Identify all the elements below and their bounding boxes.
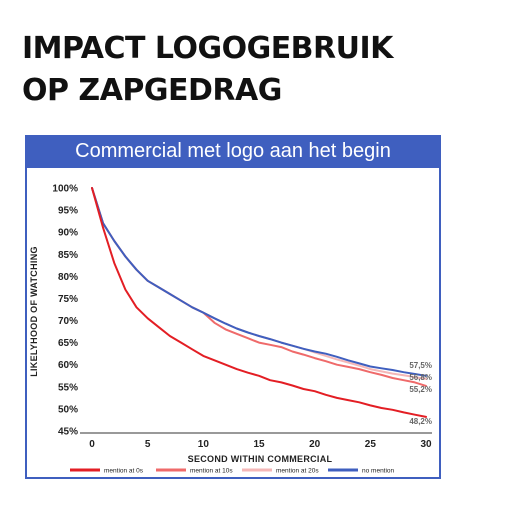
- x-axis-title: SECOND WITHIN COMMERCIAL: [188, 454, 333, 464]
- y-tick-label: 70%: [58, 316, 78, 327]
- y-tick-label: 75%: [58, 294, 78, 305]
- end-value-labels: 48,2% 55,2% 56,8% 57,5%: [409, 361, 432, 426]
- y-tick-label: 45%: [58, 427, 78, 438]
- end-value-label: 55,2%: [409, 385, 432, 394]
- x-tick-label: 20: [309, 439, 321, 450]
- chart-frame: [25, 168, 441, 479]
- legend: mention at 0s mention at 10s mention at 20…: [70, 468, 395, 475]
- end-value-label: 48,2%: [409, 417, 432, 426]
- y-tick-label: 60%: [58, 360, 78, 371]
- series-line: [91, 187, 427, 377]
- y-tick-labels: 100% 95% 90% 85% 80% 75% 70% 65% 60% 55% 50% 45%: [52, 184, 78, 438]
- x-tick-label: 5: [145, 439, 151, 450]
- series-line: [91, 187, 427, 418]
- end-value-label: 56,8%: [409, 373, 432, 382]
- y-tick-label: 100%: [52, 184, 78, 195]
- x-tick-label: 25: [365, 439, 377, 450]
- y-tick-label: 85%: [58, 250, 78, 261]
- headline-line-2: OP ZAPGEDRAG: [22, 73, 282, 108]
- x-tick-label: 30: [420, 439, 432, 450]
- x-tick-label: 10: [198, 439, 210, 450]
- legend-label: no mention: [362, 468, 395, 475]
- legend-label: mention at 0s: [104, 468, 144, 475]
- series-lines: [91, 187, 427, 418]
- y-tick-label: 90%: [58, 228, 78, 239]
- headline: IMPACT LOGOGEBRUIK OP ZAPGEDRAG: [22, 28, 393, 112]
- legend-label: mention at 10s: [190, 468, 233, 475]
- y-tick-label: 80%: [58, 272, 78, 283]
- headline-line-1: IMPACT LOGOGEBRUIK: [22, 31, 393, 66]
- y-tick-label: 65%: [58, 338, 78, 349]
- y-axis-title: LIKELYHOOD OF WATCHING: [29, 246, 39, 377]
- x-tick-label: 15: [253, 439, 265, 450]
- y-tick-label: 55%: [58, 382, 78, 393]
- series-line: [91, 187, 427, 380]
- x-tick-labels: 0 5 10 15 20 25 30: [89, 439, 432, 450]
- end-value-label: 57,5%: [409, 361, 432, 370]
- legend-label: mention at 20s: [276, 468, 319, 475]
- series-line: [91, 187, 427, 387]
- y-tick-label: 95%: [58, 206, 78, 217]
- x-tick-label: 0: [89, 439, 95, 450]
- chart-title: Commercial met logo aan het begin: [25, 135, 441, 168]
- y-tick-label: 50%: [58, 404, 78, 415]
